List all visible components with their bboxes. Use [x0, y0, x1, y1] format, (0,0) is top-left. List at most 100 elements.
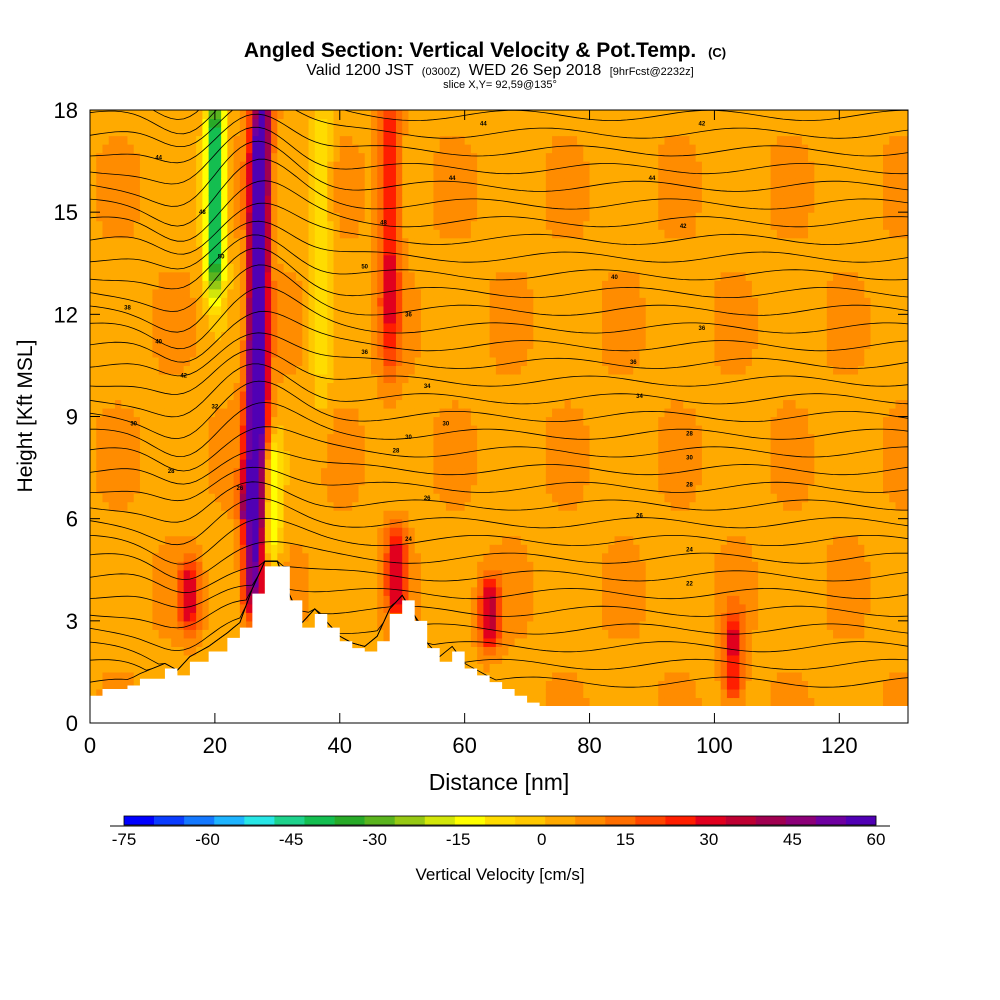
heat-cell	[420, 382, 428, 392]
heat-cell	[427, 433, 435, 443]
heat-cell	[127, 280, 135, 290]
heat-cell	[196, 254, 203, 264]
heat-cell	[214, 416, 222, 426]
heat-cell	[452, 527, 460, 537]
heat-cell	[233, 433, 241, 443]
heat-cell	[289, 135, 297, 145]
heat-cell	[470, 595, 478, 605]
heat-cell	[196, 390, 203, 401]
heat-cell	[96, 390, 104, 401]
heat-cell	[308, 288, 316, 298]
heat-cell	[108, 271, 116, 281]
heat-cell	[483, 220, 491, 230]
heat-cell	[502, 620, 509, 630]
heat-cell	[445, 382, 453, 392]
heat-cell	[414, 518, 422, 528]
heat-cell	[483, 110, 491, 120]
heat-cell	[377, 561, 385, 571]
heat-cell	[458, 118, 466, 128]
heat-cell	[520, 595, 528, 605]
heat-cell	[452, 305, 460, 315]
heat-cell	[445, 135, 453, 145]
heat-cell	[321, 603, 328, 613]
heat-cell	[139, 637, 147, 647]
heat-cell	[470, 288, 478, 298]
heat-cell	[464, 586, 472, 596]
heat-cell	[383, 612, 391, 622]
heat-cell	[189, 271, 197, 281]
heat-cell	[452, 561, 460, 571]
heat-cell	[377, 118, 385, 128]
heat-cell	[283, 229, 291, 239]
heat-cell	[402, 178, 410, 188]
heat-cell	[327, 169, 335, 179]
heat-cell	[339, 254, 347, 264]
heat-cell	[208, 603, 216, 613]
heat-cell	[439, 595, 447, 605]
heat-cell	[189, 382, 197, 392]
heat-cell	[452, 467, 460, 477]
heat-cell	[346, 152, 353, 162]
heat-cell	[358, 544, 366, 554]
heat-cell	[108, 229, 116, 239]
heat-cell	[183, 527, 191, 537]
heat-cell	[90, 390, 97, 401]
heat-cell	[283, 212, 291, 222]
heat-cell	[189, 220, 197, 230]
heat-cell	[96, 595, 104, 605]
heat-cell	[189, 263, 197, 273]
heat-cell	[470, 484, 478, 494]
heat-cell	[233, 356, 241, 367]
heat-cell	[314, 280, 322, 290]
heat-cell	[514, 110, 522, 120]
heat-cell	[277, 118, 285, 128]
valid-utc: (0300Z)	[422, 66, 461, 78]
heat-cell	[221, 450, 228, 460]
heat-cell	[370, 110, 378, 120]
heat-cell	[408, 595, 416, 605]
heat-cell	[470, 254, 478, 264]
heat-cell	[258, 152, 266, 162]
heat-cell	[96, 399, 104, 409]
heat-cell	[227, 178, 235, 188]
heat-cell	[246, 186, 253, 196]
heat-cell	[433, 629, 441, 639]
heat-cell	[439, 390, 447, 401]
heat-cell	[327, 297, 335, 307]
heat-cell	[358, 390, 366, 401]
heat-cell	[433, 212, 441, 222]
heat-cell	[352, 280, 360, 290]
heat-cell	[183, 118, 191, 128]
heat-cell	[389, 459, 397, 469]
heat-cell	[377, 229, 385, 239]
heat-cell	[420, 161, 428, 171]
heat-cell	[346, 322, 353, 332]
heat-cell	[502, 348, 509, 358]
heat-cell	[427, 476, 435, 486]
heat-cell	[452, 144, 460, 154]
heat-cell	[246, 118, 253, 128]
heat-cell	[177, 348, 185, 358]
heat-cell	[420, 476, 428, 486]
heat-cell	[164, 348, 172, 358]
heat-cell	[227, 246, 235, 256]
heat-cell	[252, 544, 260, 554]
heat-cell	[321, 331, 328, 341]
heat-cell	[152, 169, 160, 179]
heat-cell	[489, 416, 497, 426]
heat-cell	[439, 407, 447, 418]
heat-cell	[164, 135, 172, 145]
heat-cell	[102, 382, 110, 392]
heat-cell	[321, 373, 328, 384]
heat-cell	[171, 110, 179, 120]
heat-cell	[108, 390, 116, 401]
heat-cell	[271, 365, 278, 375]
heat-cell	[139, 476, 147, 486]
heat-cell	[439, 476, 447, 486]
heat-cell	[420, 246, 428, 256]
heat-cell	[333, 501, 341, 511]
heat-cell	[383, 220, 391, 230]
heat-cell	[333, 186, 341, 196]
heat-cell	[452, 603, 460, 613]
heat-cell	[452, 569, 460, 579]
